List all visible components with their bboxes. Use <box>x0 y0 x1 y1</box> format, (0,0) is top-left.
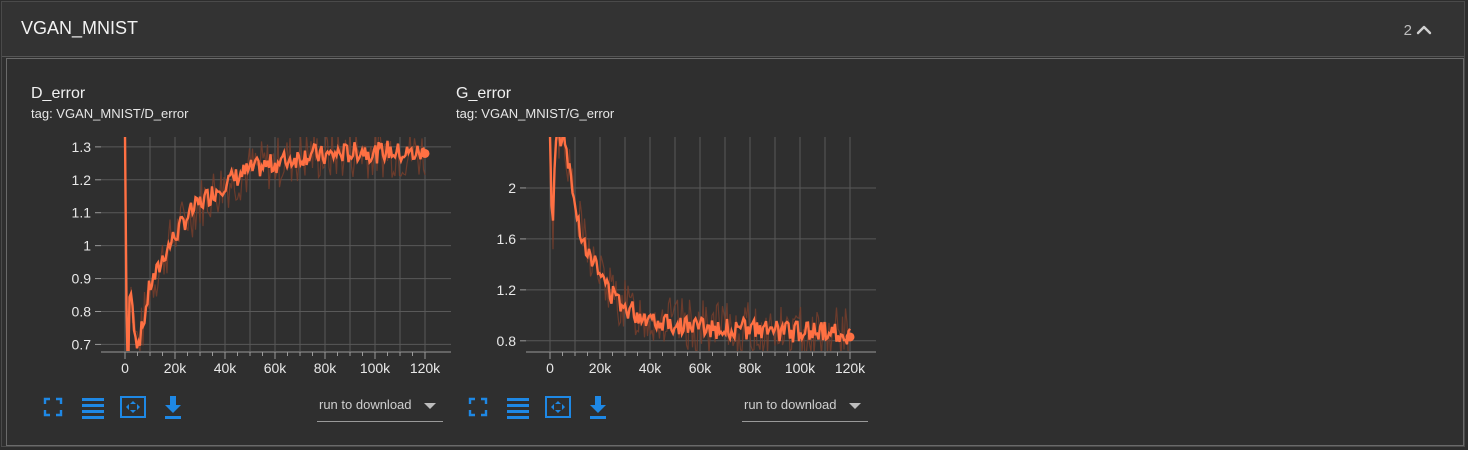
y-tick-label: 0.8 <box>72 303 92 319</box>
x-tick-label: 120k <box>410 360 441 376</box>
run-select-label: run to download <box>319 397 412 412</box>
card-title: G_error <box>456 85 512 102</box>
fit-domain-icon[interactable] <box>119 393 147 421</box>
run-download-select[interactable]: run to download <box>742 391 868 422</box>
card-toolbar <box>464 393 624 423</box>
y-tick-label: 1 <box>83 238 91 254</box>
x-tick-label: 0 <box>121 360 129 376</box>
series-line <box>123 137 427 351</box>
last-point-marker <box>420 148 430 158</box>
x-tick-label: 20k <box>589 360 613 376</box>
card-tag: tag: VGAN_MNIST/D_error <box>31 106 189 121</box>
y-tick-label: 1.6 <box>497 231 517 247</box>
section-count: 2 <box>1403 22 1412 39</box>
fullscreen-icon[interactable] <box>39 393 67 421</box>
y-tick-label: 1.3 <box>72 139 92 155</box>
y-tick-label: 0.9 <box>72 271 92 287</box>
run-select-label: run to download <box>744 397 837 412</box>
x-tick-label: 20k <box>164 360 188 376</box>
line-chart[interactable]: 0 20k 40k 60k 80k 100k 120k 2 1.6 1.2 0.8 <box>456 129 876 389</box>
section-title: VGAN_MNIST <box>21 18 139 38</box>
dropdown-arrow-icon <box>849 403 861 409</box>
x-tick-label: 80k <box>314 360 338 376</box>
x-tick-label: 100k <box>360 360 391 376</box>
line-chart[interactable]: 0 20k 40k 60k 80k 100k 120k 1.3 1.2 1.1 1 0.9 0.8 0.7 <box>31 129 451 389</box>
x-tick-label: 120k <box>835 360 866 376</box>
series-group <box>123 137 427 351</box>
x-tick-label: 100k <box>785 360 816 376</box>
dropdown-arrow-icon <box>424 403 436 409</box>
scalar-card: D_error tag: VGAN_MNIST/D_error 0 20k 40k 6… <box>31 59 451 447</box>
card-toolbar <box>39 393 199 423</box>
y-tick-label: 0.7 <box>72 336 92 352</box>
fit-domain-icon[interactable] <box>544 393 572 421</box>
y-tick-label: 1.2 <box>72 172 92 188</box>
x-tick-label: 80k <box>739 360 763 376</box>
list-icon[interactable] <box>504 393 532 421</box>
card-tag: tag: VGAN_MNIST/G_error <box>456 106 615 121</box>
last-point-marker <box>845 332 855 342</box>
card-title: D_error <box>31 85 86 102</box>
y-tick-label: 0.8 <box>497 333 517 349</box>
y-tick-label: 1.1 <box>72 205 92 221</box>
list-icon[interactable] <box>79 393 107 421</box>
y-tick-label: 2 <box>508 180 516 196</box>
scalar-card: G_error tag: VGAN_MNIST/G_error 0 20k 40k 6… <box>456 59 876 447</box>
card-grid: D_error tag: VGAN_MNIST/D_error 0 20k 40k 6… <box>6 58 1464 446</box>
x-tick-label: 0 <box>546 360 554 376</box>
chevron-up-icon[interactable] <box>1414 20 1434 40</box>
download-icon[interactable] <box>159 393 187 421</box>
series-group <box>548 137 852 351</box>
x-tick-label: 40k <box>214 360 238 376</box>
x-tick-label: 40k <box>639 360 663 376</box>
series-line <box>548 137 852 345</box>
x-tick-label: 60k <box>689 360 713 376</box>
run-download-select[interactable]: run to download <box>317 391 443 422</box>
y-tick-label: 1.2 <box>497 282 517 298</box>
fullscreen-icon[interactable] <box>464 393 492 421</box>
x-tick-label: 60k <box>264 360 288 376</box>
raw-series-line <box>124 137 426 351</box>
download-icon[interactable] <box>584 393 612 421</box>
section-header[interactable]: VGAN_MNIST 2 <box>2 2 1464 57</box>
